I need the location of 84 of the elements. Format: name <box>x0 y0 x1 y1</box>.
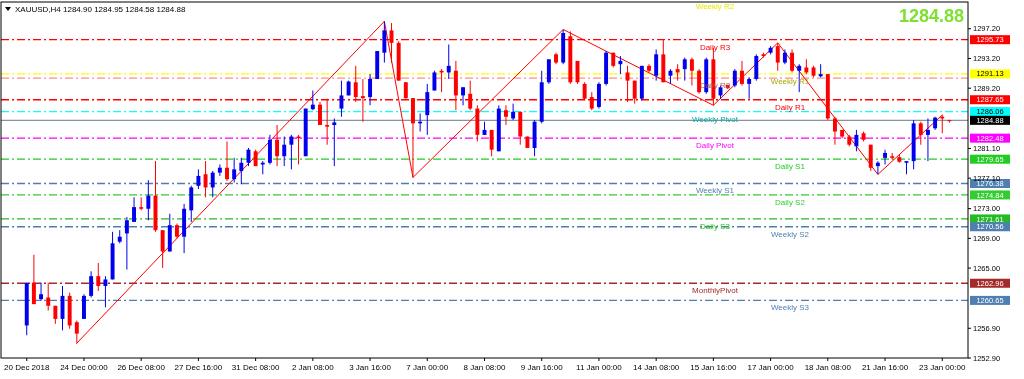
candlestick <box>124 216 129 271</box>
candlestick <box>754 53 759 82</box>
candlestick <box>339 80 344 118</box>
x-tick-label: 17 Jan 00:00 <box>747 363 795 372</box>
candlestick <box>689 57 694 87</box>
candlestick <box>46 282 51 312</box>
x-tick-label: 7 Jan 00:00 <box>406 363 449 372</box>
ref-line-label: Weekly S1 <box>695 186 735 196</box>
candlestick <box>546 58 551 85</box>
candlestick <box>461 86 466 106</box>
candlestick <box>103 275 108 308</box>
candlestick <box>682 57 687 82</box>
candlestick <box>31 254 36 305</box>
ref-line-label: Daily Pivot <box>696 141 735 151</box>
x-tick-label: 15 Jan 16:00 <box>690 363 738 372</box>
x-tick-label: 20 Dec 2018 <box>4 363 50 372</box>
candlestick <box>854 129 859 152</box>
candlestick <box>289 134 294 170</box>
candlestick <box>96 262 101 292</box>
annotation: Weekly R2 <box>695 2 735 11</box>
ref-line-label: Daily S2 <box>775 197 806 207</box>
candlestick <box>446 44 451 80</box>
candlestick <box>503 104 508 126</box>
ref-line-label: Weekly S3 <box>770 303 810 313</box>
x-tick-label: 2 Jan 08:00 <box>291 363 335 372</box>
candlestick <box>875 160 880 175</box>
x-tick-label: 11 Jan 00:00 <box>576 363 623 372</box>
candlestick <box>160 229 165 269</box>
candlestick <box>732 68 737 88</box>
x-tick-label: 26 Dec 08:00 <box>117 363 166 372</box>
x-tick-label: 14 Jan 08:00 <box>633 363 680 372</box>
candlestick <box>747 76 752 100</box>
candlestick <box>425 83 430 136</box>
ref-line-label: Daily R3 <box>699 42 731 52</box>
candlestick <box>775 42 780 72</box>
x-tick-label: 23 Jan 00:00 <box>919 363 966 372</box>
x-tick-label: 18 Jan 08:00 <box>804 363 852 372</box>
candlestick <box>189 185 194 223</box>
x-tick-label: 9 Jan 16:00 <box>520 363 564 372</box>
candlestick <box>618 55 623 75</box>
ref-line-label: Daily S1 <box>775 162 806 172</box>
candlestick <box>833 116 837 146</box>
candlestick <box>654 48 659 82</box>
candlestick <box>82 293 86 320</box>
annotation: 1284.88 <box>898 6 964 26</box>
candlestick <box>918 121 923 146</box>
candlestick <box>740 60 744 87</box>
candlestick <box>432 70 437 92</box>
candlestick <box>203 160 208 198</box>
candlestick <box>275 124 280 167</box>
x-tick-label: 21 Jan 16:00 <box>861 363 909 372</box>
candlestick <box>89 270 94 298</box>
candlestick <box>217 163 222 177</box>
x-tick-label: 27 Dec 16:00 <box>174 363 223 372</box>
candlestick <box>925 117 930 162</box>
x-tick-label: 31 Dec 08:00 <box>231 363 280 372</box>
x-tick-label: 8 Jan 08:00 <box>463 363 506 372</box>
candlestick <box>596 81 601 110</box>
candlestick <box>282 136 287 167</box>
candlestick <box>489 129 494 157</box>
candlestick <box>790 48 795 73</box>
candlestick <box>267 134 272 165</box>
candlestick <box>196 168 201 190</box>
candlestick <box>39 282 44 302</box>
ref-line-label: Weekly S2 <box>770 229 810 239</box>
candlestick <box>368 73 373 106</box>
candlestick <box>239 157 244 185</box>
x-tick-label: 3 Jan 16:00 <box>349 363 392 372</box>
candlestick <box>332 117 337 167</box>
candlestick <box>132 196 136 223</box>
candlestick <box>382 20 387 64</box>
candlestick <box>697 68 702 95</box>
candlestick <box>511 103 516 121</box>
candlestick <box>225 140 229 182</box>
candlestick <box>883 149 887 165</box>
candlestick <box>868 144 873 172</box>
ref-line-label: MonthlyPivot <box>692 286 739 296</box>
candlestick <box>146 179 151 221</box>
candlestick <box>232 157 237 184</box>
x-tick-label: 24 Dec 00:00 <box>60 363 109 372</box>
chart-title: XAUUSD,H4 1284.90 1284.95 1284.58 1284.88 <box>15 5 186 14</box>
ref-line-label: Daily R1 <box>774 102 806 112</box>
ref-line-label: Weekly Pivot <box>691 114 739 124</box>
candlestick <box>210 170 215 198</box>
